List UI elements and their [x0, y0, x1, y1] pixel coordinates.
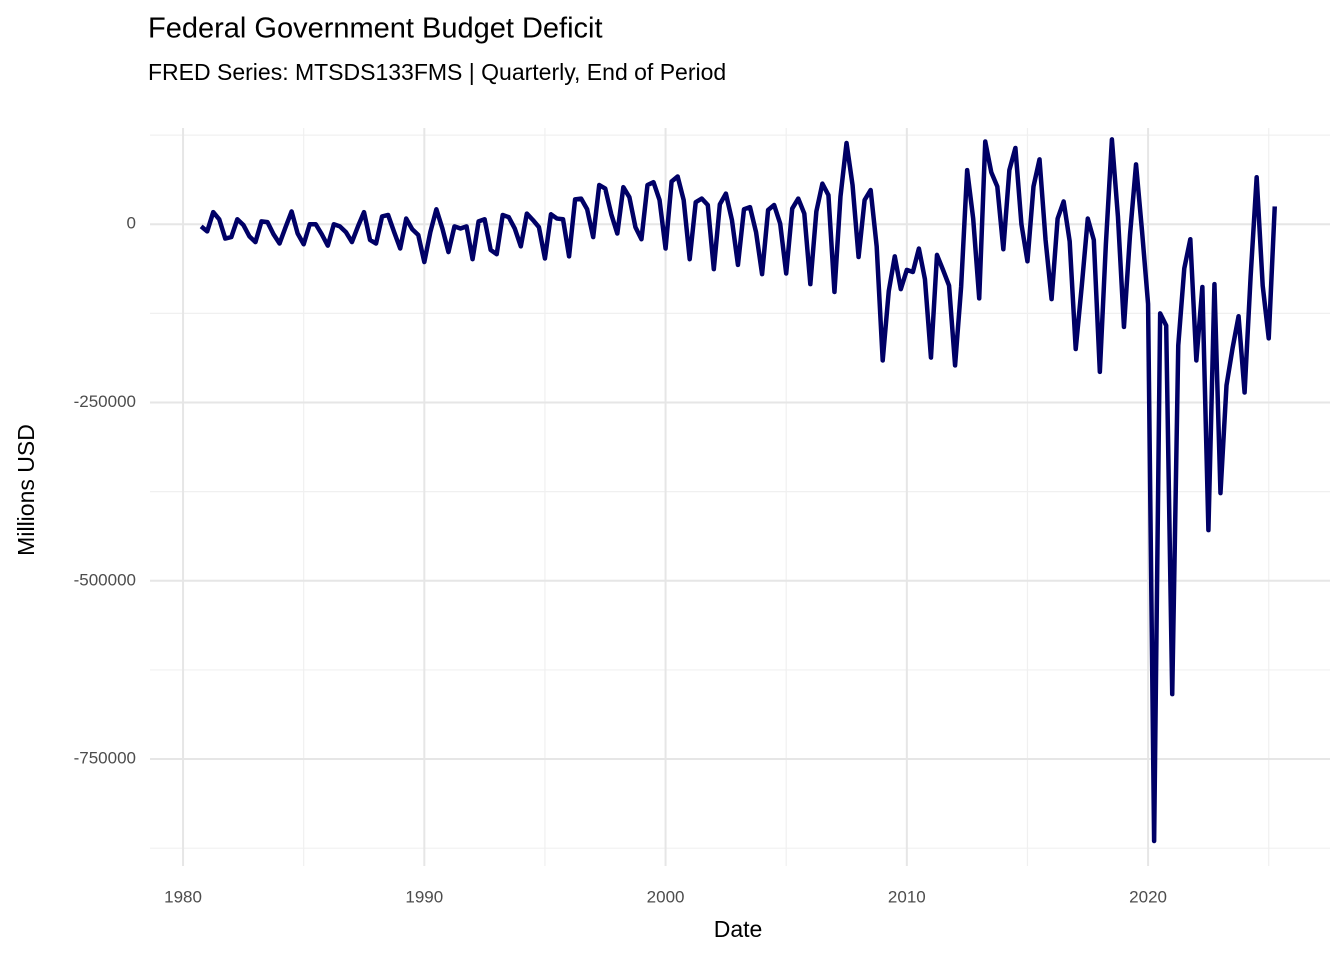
- x-tick-label: 1980: [164, 887, 202, 906]
- y-tick-label: -750000: [74, 749, 136, 768]
- x-axis-title: Date: [714, 916, 763, 942]
- chart-subtitle: FRED Series: MTSDS133FMS | Quarterly, En…: [148, 59, 726, 85]
- y-axis-title: Millions USD: [13, 424, 39, 556]
- x-tick-label: 2010: [888, 887, 926, 906]
- x-tick-label: 1990: [405, 887, 443, 906]
- plot-marks: [199, 137, 1277, 844]
- x-tick-label: 2000: [647, 887, 685, 906]
- y-tick-label: -500000: [74, 570, 136, 589]
- data-line: [199, 137, 1277, 844]
- x-tick-label: 2020: [1129, 887, 1167, 906]
- y-tick-label: 0: [127, 214, 136, 233]
- y-tick-label: -250000: [74, 392, 136, 411]
- chart-title: Federal Government Budget Deficit: [148, 13, 603, 45]
